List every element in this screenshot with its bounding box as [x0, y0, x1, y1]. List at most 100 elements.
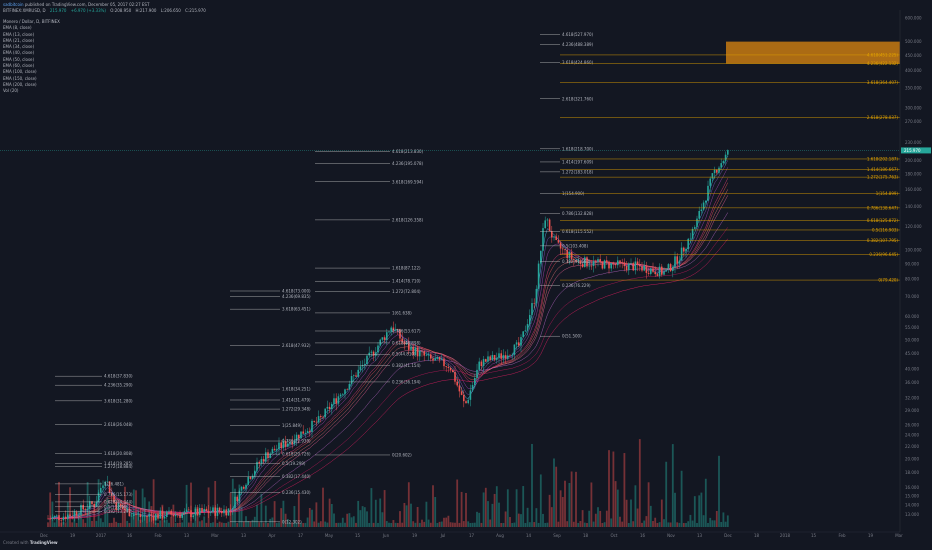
last-price-tag-label: 215.970	[904, 148, 921, 153]
candle-body	[676, 256, 678, 264]
candle-body	[595, 261, 597, 262]
volume-bar	[55, 517, 58, 527]
fib-level-label: 1(25.849)	[282, 423, 302, 428]
candle-body	[379, 339, 381, 346]
volume-bar	[454, 522, 456, 527]
candle-body	[366, 355, 368, 365]
volume-bar	[524, 522, 527, 527]
price-tick-label: 200.000	[905, 158, 922, 163]
volume-bar	[614, 481, 617, 527]
volume-bar	[495, 486, 498, 527]
fib-level-label: 1.414(78.710)	[392, 279, 421, 284]
volume-bar	[366, 511, 368, 527]
date-tick-label: 13	[184, 533, 190, 538]
tradingview-logo[interactable]: TradingView	[29, 540, 58, 545]
legend-ema-100[interactable]: EMA (100, close)	[3, 69, 37, 75]
candle-body	[174, 514, 177, 517]
candle-body	[386, 332, 388, 340]
candle-body	[359, 366, 362, 370]
legend-volume[interactable]: Vol (20)	[3, 88, 19, 94]
price-tick-label: 26.000	[905, 422, 919, 427]
volume-bar	[368, 522, 371, 527]
volume-bar	[392, 520, 395, 527]
price-tick-label: 22.000	[905, 444, 919, 449]
volume-bar	[249, 521, 252, 527]
legend-ema-150[interactable]: EMA (150, close)	[3, 75, 37, 81]
candle-body	[628, 263, 630, 271]
candle-body	[399, 329, 401, 339]
fib-level-label: 1(61.638)	[392, 310, 412, 315]
legend-ema-60[interactable]: EMA (60, close)	[3, 63, 35, 69]
target-zone	[726, 41, 900, 64]
legend-ema-21[interactable]: EMA (21, close)	[3, 37, 35, 43]
last-price-tag	[901, 147, 931, 154]
date-tick-label: Aug	[496, 533, 504, 538]
fib-level-label: 0.382(17.440)	[282, 474, 311, 479]
volume-bar	[579, 521, 582, 527]
volume-bar	[152, 479, 155, 527]
volume-bar	[669, 522, 672, 527]
author-name[interactable]: sadbitcoin	[3, 2, 24, 7]
candle-body	[381, 337, 384, 340]
volume-bar	[190, 482, 192, 527]
date-tick-label: Jul	[440, 533, 446, 538]
volume-bar	[348, 513, 351, 527]
candle-body	[333, 398, 335, 404]
volume-bar	[326, 522, 329, 527]
volume-bar	[179, 522, 181, 527]
candle-body	[194, 508, 197, 516]
date-tick-label: 17	[298, 533, 304, 538]
candle-body	[548, 219, 551, 232]
candle-body	[212, 507, 214, 513]
candle-body	[331, 403, 333, 410]
candle-body	[597, 259, 599, 262]
volume-bar	[599, 510, 602, 527]
candle-body	[238, 490, 241, 502]
candle-body	[377, 345, 379, 353]
candle-body	[661, 266, 663, 275]
price-change: +6.970 (+3.33%)	[70, 8, 106, 13]
volume-bar	[390, 523, 393, 527]
volume-bar	[339, 522, 342, 527]
volume-bar	[271, 517, 274, 527]
candle-body	[524, 330, 527, 332]
candle-body	[58, 515, 60, 521]
candle-body	[144, 515, 146, 517]
legend-ema-34[interactable]: EMA (34, close)	[3, 44, 35, 50]
volume-bar	[528, 522, 531, 527]
volume-bar	[295, 522, 298, 527]
candle-body	[229, 508, 232, 510]
volume-bar	[667, 522, 670, 527]
volume-bar	[625, 499, 628, 527]
candle-body	[251, 475, 254, 479]
volume-bar	[121, 503, 124, 527]
volume-bar	[53, 522, 56, 527]
volume-bar	[324, 521, 327, 527]
volume-bar	[216, 522, 219, 527]
legend-ema-200[interactable]: EMA (200, close)	[3, 81, 37, 87]
volume-bar	[447, 515, 450, 527]
candle-body	[221, 511, 223, 514]
candle-body	[535, 288, 538, 304]
legend-ema-8[interactable]: EMA (8, close)	[3, 25, 32, 31]
volume-bar	[407, 482, 410, 527]
fib-level-label: 1.272(18.884)	[104, 464, 133, 469]
volume-bar	[707, 522, 709, 527]
candle-body	[225, 509, 227, 516]
date-tick-label: Dec	[724, 533, 732, 538]
candle-body	[254, 470, 256, 476]
candle-body	[540, 250, 542, 264]
candle-body	[161, 510, 164, 519]
volume-bar	[720, 521, 723, 527]
fib-level-label: 1.618(20.808)	[104, 451, 133, 456]
candle-body	[665, 269, 667, 272]
legend-ema-40[interactable]: EMA (40, close)	[3, 50, 35, 56]
candle-body	[271, 448, 274, 454]
candle-body	[258, 461, 260, 464]
date-tick-label: 18	[583, 533, 589, 538]
candle-body	[130, 516, 133, 517]
legend-ema-13[interactable]: EMA (13, close)	[3, 31, 35, 37]
legend-ema-50[interactable]: EMA (50, close)	[3, 56, 35, 62]
volume-bar	[561, 497, 564, 527]
